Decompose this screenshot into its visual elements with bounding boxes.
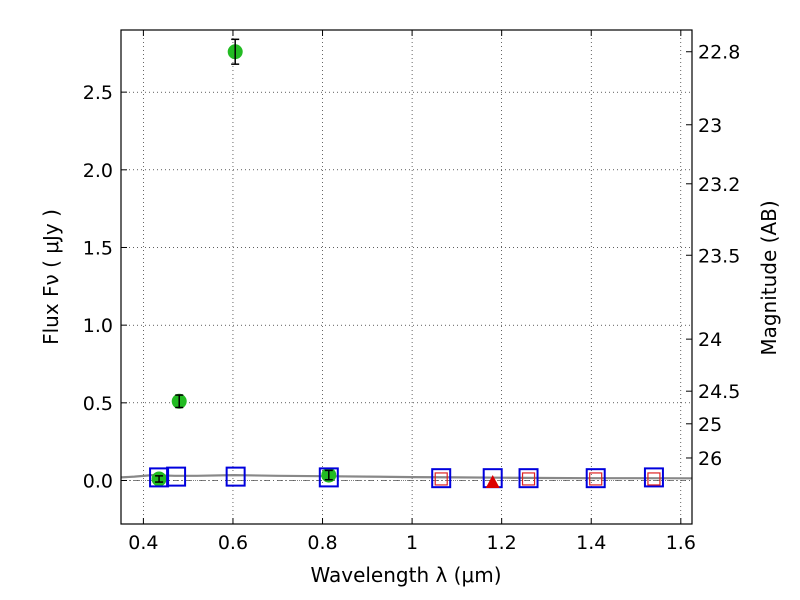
y2-tick-label: 23 [698, 115, 722, 137]
y-tick-label: 2.5 [83, 82, 113, 104]
x-tick-label: 1.2 [487, 532, 517, 554]
reference-lines [120, 473, 693, 481]
model-spectrum-line [120, 473, 693, 480]
upper-limit-square-marker [589, 472, 603, 486]
x-tick-label: 1.4 [576, 532, 606, 554]
x-tick-label: 0.6 [218, 532, 248, 554]
model-square-marker [643, 467, 664, 488]
model-square-marker [585, 468, 606, 489]
model-square-marker [518, 468, 539, 489]
y2-tick-label: 23.2 [698, 174, 740, 196]
y2-tick-label: 25 [698, 414, 722, 436]
plot-frame [120, 29, 693, 525]
x-tick-label: 1 [406, 532, 418, 554]
x-tick-label: 0.8 [307, 532, 337, 554]
upper-limit-square-marker [647, 472, 661, 486]
upper-limit-square-marker [434, 472, 448, 486]
axis-ticks: 0.4 0.6 0.8 1 1.2 1.4 1.6 0.0 0.5 1.0 1.5 2.0 2.5 22.… [83, 30, 740, 554]
y2-tick-label: 22.8 [698, 42, 740, 64]
upper-limit-square-marker [521, 472, 536, 486]
model-square-marker [225, 466, 246, 487]
y-tick-label: 2.0 [83, 160, 113, 182]
x-tick-label: 1.6 [666, 532, 696, 554]
y-axis-title: Flux Fν ( μJy ) [39, 209, 63, 345]
y2-tick-label: 26 [698, 448, 722, 470]
x-axis-title: Wavelength λ (μm) [310, 563, 501, 587]
y2-tick-label: 23.5 [698, 245, 740, 267]
y-tick-label: 1.0 [83, 315, 113, 337]
model-square-marker [431, 468, 452, 489]
y2-tick-label: 24.5 [698, 381, 740, 403]
grid [121, 30, 692, 524]
model-square-marker [166, 466, 187, 487]
y-tick-label: 0.0 [83, 471, 113, 493]
data-marks [149, 38, 664, 489]
model-square-marker [318, 467, 339, 488]
y-tick-label: 0.5 [83, 393, 113, 415]
triangle-marker [485, 475, 500, 489]
y2-tick-label: 24 [698, 329, 722, 351]
y-tick-label: 1.5 [83, 237, 113, 259]
x-tick-label: 0.4 [128, 532, 158, 554]
y2-axis-title: Magnitude (AB) [757, 200, 781, 355]
